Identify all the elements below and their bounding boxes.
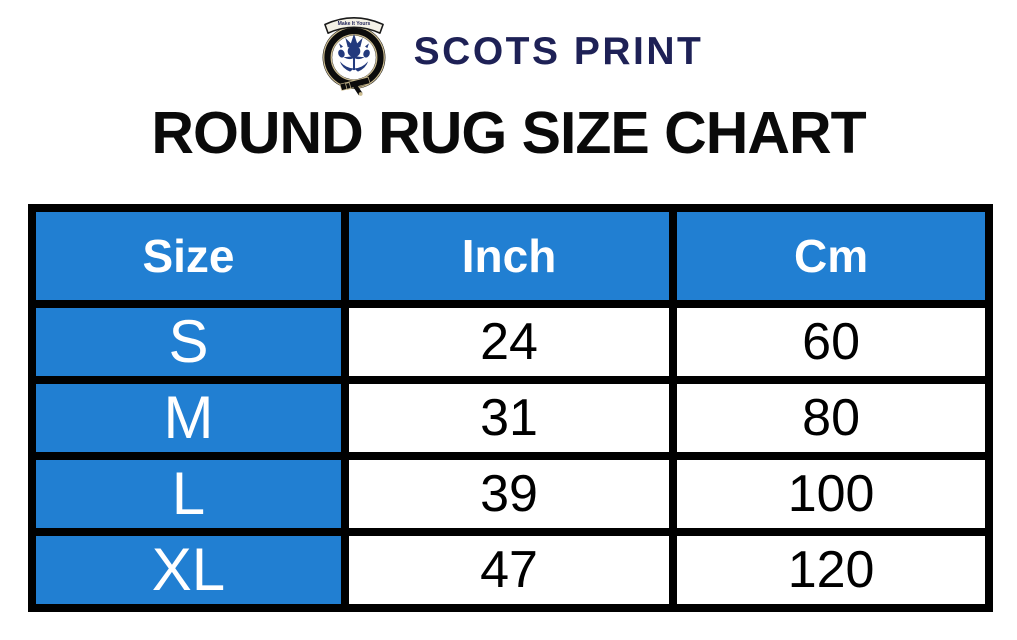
inch-cell: 24: [340, 300, 678, 384]
inch-cell: 31: [340, 376, 678, 460]
brand-name: SCOTS PRINT: [413, 30, 704, 73]
crest-banner-text: Make It Yours: [337, 21, 370, 27]
thistle-icon: [337, 33, 370, 72]
size-chart-table: Size Inch Cm S 24 60 M 31 80 L 39 100: [28, 204, 993, 612]
size-cell: XL: [28, 528, 349, 612]
inch-cell: 47: [340, 528, 678, 612]
brand-logo: Make It Yours SCOTS PRINT: [0, 8, 1017, 96]
column-header-inch: Inch: [340, 204, 678, 308]
size-cell: M: [28, 376, 349, 460]
table-row-m: M 31 80: [28, 376, 993, 460]
cm-cell: 100: [669, 452, 993, 536]
table-row-xl: XL 47 120: [28, 528, 993, 612]
size-cell: S: [28, 300, 349, 384]
size-cell: L: [28, 452, 349, 536]
page-title: ROUND RUG SIZE CHART: [151, 100, 866, 166]
column-header-size: Size: [28, 204, 349, 308]
table-row-s: S 24 60: [28, 300, 993, 384]
table-header-row: Size Inch Cm: [28, 204, 993, 308]
cm-cell: 60: [669, 300, 993, 384]
crest-buckle: [339, 76, 371, 96]
cm-cell: 80: [669, 376, 993, 460]
clan-crest-icon: Make It Yours: [322, 17, 386, 96]
crest-banner: Make It Yours: [323, 17, 384, 34]
table-row-l: L 39 100: [28, 452, 993, 536]
column-header-cm: Cm: [669, 204, 993, 308]
cm-cell: 120: [669, 528, 993, 612]
inch-cell: 39: [340, 452, 678, 536]
